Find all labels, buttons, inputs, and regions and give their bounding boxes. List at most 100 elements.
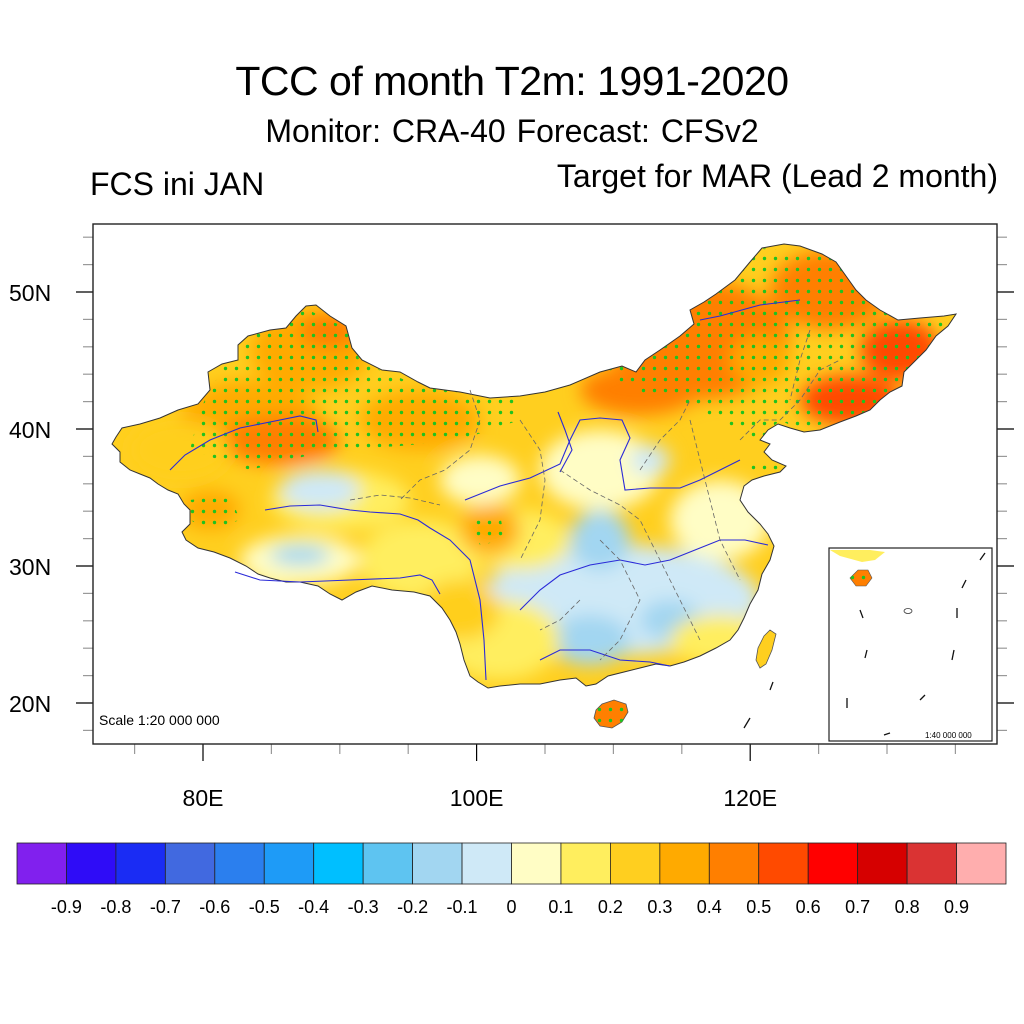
- tcc-contour-blob: [550, 615, 630, 665]
- inset-coast-fill: [830, 550, 885, 562]
- tcc-contour-blob: [630, 445, 670, 475]
- tcc-contour-blob: [670, 480, 770, 560]
- colorbar-swatch: [708, 842, 760, 885]
- province-boundary: [599, 539, 641, 661]
- nine-dash-line-segment: [864, 649, 868, 659]
- inset-island: [903, 608, 913, 614]
- nine-dash-line-segment: [859, 609, 864, 619]
- colorbar-label: 0: [506, 897, 516, 917]
- colorbar-label: 0.4: [697, 897, 722, 917]
- axis-labels: 20N 30N 40N 50N 80E 100E 120E: [9, 280, 777, 811]
- province-boundary: [559, 469, 701, 641]
- colorbar-swatch: [758, 842, 809, 885]
- tcc-contour-blob: [270, 545, 330, 565]
- colorbar-swatch: [16, 842, 67, 885]
- colorbar-label: 0.2: [598, 897, 623, 917]
- lat-tick-label: 50N: [9, 280, 51, 306]
- colorbar-label: -0.9: [51, 897, 82, 917]
- south-china-sea-inset: 1:40 000 000: [743, 547, 993, 742]
- colorbar-swatch: [461, 842, 512, 885]
- lon-tick-label: 100E: [450, 785, 504, 811]
- nine-dash-line-segment: [743, 717, 751, 729]
- province-boundary: [539, 599, 581, 631]
- colorbar-label: 0.7: [845, 897, 870, 917]
- colorbar-swatch: [857, 842, 908, 885]
- lat-tick-label: 20N: [9, 691, 51, 717]
- significance-stipple: [600, 248, 956, 440]
- inset-hainan-stipple: [850, 570, 872, 586]
- colorbar-label: 0.3: [647, 897, 672, 917]
- tcc-contour-blob: [420, 580, 500, 640]
- colorbar-label: -0.7: [150, 897, 181, 917]
- nine-dash-line-segment: [951, 649, 955, 661]
- map-lines: [111, 243, 958, 689]
- tcc-contour-blob: [440, 455, 520, 505]
- colorbar-swatch: [560, 842, 611, 885]
- river-line: [557, 411, 573, 473]
- colorbar-label: -0.5: [249, 897, 280, 917]
- chart-subtitle: Monitor: CRA-40 Forecast: CFSv2: [265, 113, 759, 149]
- colorbar-label: -0.8: [100, 897, 131, 917]
- river-line: [169, 415, 319, 471]
- province-boundary: [349, 494, 441, 506]
- colorbar-swatch: [164, 842, 216, 885]
- colorbar-label: -0.2: [397, 897, 428, 917]
- colorbar-swatch: [807, 842, 859, 885]
- colorbar-swatch: [362, 842, 413, 885]
- colorbar-label: 0.6: [796, 897, 821, 917]
- colorbar-swatch: [956, 842, 1007, 885]
- colorbar-swatch: [659, 842, 710, 885]
- significance-stipple: [748, 462, 786, 478]
- province-boundary: [789, 329, 811, 401]
- colorbar-label: 0.1: [548, 897, 573, 917]
- colorbar-label: -0.1: [447, 897, 478, 917]
- nine-dash-line-segment: [919, 694, 926, 701]
- river-line: [264, 504, 487, 681]
- colorbar-label: 0.9: [944, 897, 969, 917]
- axis-ticks: [76, 236, 1014, 761]
- colorbar-swatch: [412, 842, 463, 885]
- nine-dash-line-segment: [961, 579, 967, 589]
- nine-dash-line-segment: [979, 552, 986, 561]
- river-line: [464, 417, 741, 501]
- country-boundary: [111, 243, 958, 689]
- significance-stipple: [190, 306, 520, 470]
- colorbar-swatch: [115, 842, 166, 885]
- nine-dash-line-segment: [769, 681, 774, 691]
- scale-label: Scale 1:20 000 000: [99, 712, 220, 728]
- colorbar-swatch: [313, 842, 364, 885]
- river-line: [519, 539, 769, 611]
- province-boundary: [519, 419, 546, 561]
- taiwan-island: [755, 629, 777, 669]
- colorbar-label: -0.4: [298, 897, 329, 917]
- significance-stipple: [470, 515, 505, 545]
- lat-tick-label: 30N: [9, 554, 51, 580]
- province-boundary: [739, 359, 841, 441]
- province-boundary: [399, 389, 481, 501]
- colorbar-label: -0.3: [348, 897, 379, 917]
- map-frame: [92, 223, 998, 745]
- colorbar-swatch: [906, 842, 957, 885]
- colorbar-label: -0.6: [199, 897, 230, 917]
- nine-dash-line-segment: [883, 732, 891, 736]
- colorbar-swatch: [214, 842, 265, 885]
- colorbar-swatch: [511, 842, 562, 885]
- chart-title: TCC of month T2m: 1991-2020: [235, 58, 789, 104]
- colorbar-swatch: [263, 842, 315, 885]
- significance-stipple: [190, 495, 240, 530]
- colorbar-swatch: [66, 842, 117, 885]
- lon-tick-label: 120E: [723, 785, 777, 811]
- colorbar-label: 0.8: [895, 897, 920, 917]
- lon-tick-label: 80E: [183, 785, 224, 811]
- province-boundary: [689, 419, 741, 581]
- inset-scale-label: 1:40 000 000: [925, 731, 972, 740]
- colorbar: -0.9 -0.8 -0.7 -0.6 -0.5 -0.4 -0.3 -0.2 -0.1 0 0.1…: [16, 842, 1007, 917]
- tcc-contour-blob: [180, 580, 300, 620]
- hainan-stipple: [594, 700, 628, 728]
- tcc-contour-blob: [280, 470, 360, 510]
- lat-tick-label: 40N: [9, 417, 51, 443]
- tcc-contour-blob: [670, 615, 770, 665]
- province-boundary: [639, 399, 691, 471]
- target-label: Target for MAR (Lead 2 month): [556, 158, 998, 194]
